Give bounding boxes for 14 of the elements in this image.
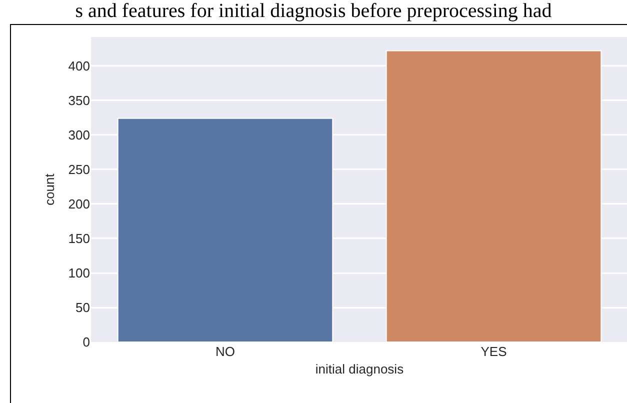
y-tick-label: 300: [68, 128, 90, 143]
y-tick-label: 350: [68, 93, 90, 108]
y-tick-label: 200: [68, 196, 90, 212]
y-tick-label: 100: [68, 266, 90, 281]
y-tick-label: 50: [76, 300, 90, 316]
y-tick-label: 0: [82, 334, 90, 350]
x-tick-label: NO: [216, 344, 235, 359]
text: s and features for initial diagnosis before preprocessing had: [74, 0, 553, 22]
y-tick-label: 250: [68, 162, 90, 178]
y-tick-label: 400: [68, 58, 90, 74]
x-tick-label: YES: [480, 344, 508, 359]
x-axis-title: initial diagnosis: [315, 362, 404, 377]
y-tick-label: 150: [68, 231, 90, 246]
y-axis-title: count: [42, 173, 58, 206]
